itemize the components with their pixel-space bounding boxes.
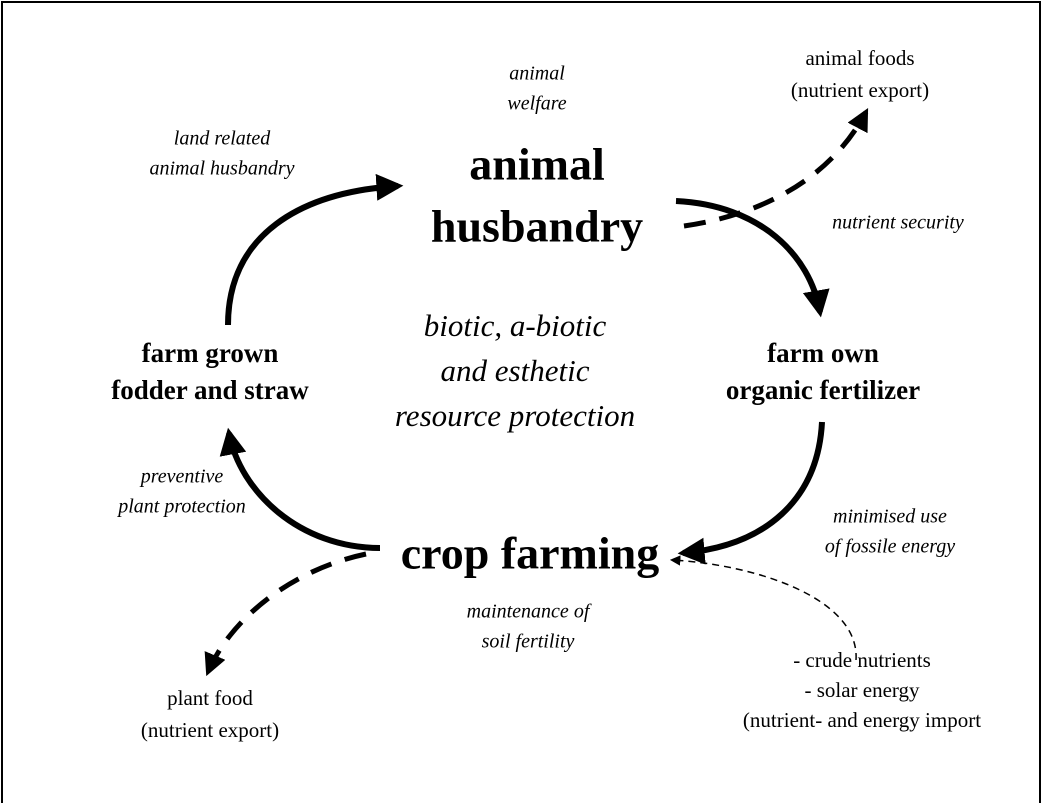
node-label: farm grown [142,338,279,368]
export-arrows [204,108,869,677]
center-label: and esthetic [441,353,590,388]
output-label: plant food [167,686,253,710]
node-label: animal [469,139,604,190]
output-label: - solar energy [804,678,920,702]
output-label: - crude nutrients [793,648,931,672]
arrow [675,198,830,318]
note-label: animal [509,63,565,85]
node-label: organic fertilizer [726,375,920,405]
note-label: minimised use [833,506,947,528]
output-label: animal foods [805,46,914,70]
node-label: husbandry [431,201,643,252]
node-label: farm own [767,338,879,368]
node-label: fodder and straw [111,375,309,405]
node-label: crop farming [401,528,660,579]
arrow [219,427,381,551]
note-label: preventive [139,466,224,488]
import-arrow [669,555,857,661]
output-label: (nutrient export) [791,78,929,102]
arrow [204,551,367,677]
note-label: soil fertility [482,631,575,653]
note-label: nutrient security [832,212,964,234]
note-label: of fossile energy [825,536,955,558]
cycle-arrows [219,173,830,565]
arrow [225,173,404,326]
center-label: biotic, a-biotic [424,308,607,343]
arrow [683,108,869,229]
center-label: resource protection [395,398,635,433]
output-label: (nutrient export) [141,718,279,742]
note-label: animal husbandry [150,158,295,180]
note-label: plant protection [116,496,246,518]
note-label: welfare [507,93,566,115]
arrow [677,421,825,565]
note-label: land related [174,128,271,150]
note-label: maintenance of [467,601,592,623]
output-label: (nutrient- and energy import [743,708,981,732]
